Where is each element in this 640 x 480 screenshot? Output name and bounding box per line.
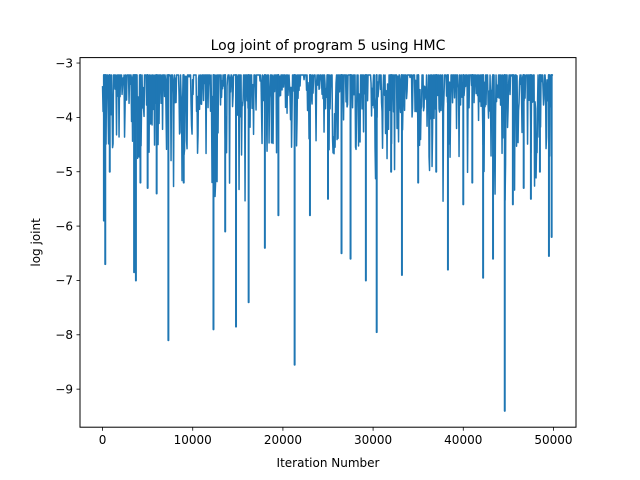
y-tick-label: −7 (55, 274, 73, 288)
y-ticks: −9 −8 −7 −6 −5 −4 −3 (55, 56, 80, 396)
x-tick-label: 40000 (444, 433, 482, 447)
y-tick-label: −3 (55, 56, 73, 70)
x-tick-label: 0 (99, 433, 107, 447)
axes-frame (79, 57, 577, 428)
chart-title: Log joint of program 5 using HMC (211, 38, 446, 54)
y-tick-label: −9 (55, 382, 73, 396)
y-tick-label: −4 (55, 111, 73, 125)
x-ticks: 0 10000 20000 30000 40000 50000 (99, 427, 573, 447)
y-tick-label: −6 (55, 219, 73, 233)
x-tick-label: 20000 (264, 433, 302, 447)
y-tick-label: −5 (55, 165, 73, 179)
y-axis-label: log joint (29, 218, 43, 267)
x-axis-label: Iteration Number (277, 456, 380, 470)
x-tick-label: 50000 (534, 433, 572, 447)
series-layer (101, 73, 554, 412)
x-tick-label: 30000 (354, 433, 392, 447)
x-tick-label: 10000 (174, 433, 212, 447)
y-tick-label: −8 (55, 328, 73, 342)
